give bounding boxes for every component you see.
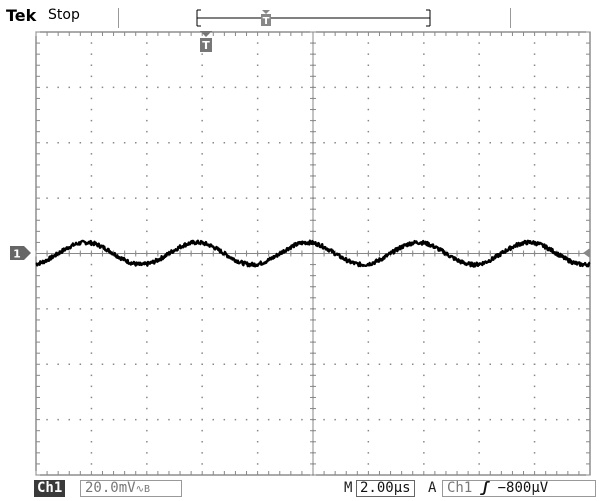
coupling-icon: ∿: [135, 484, 144, 495]
bandwidth-limit-icon: B: [143, 484, 150, 495]
channel-label[interactable]: Ch1: [34, 480, 66, 497]
timebase-label: M: [344, 480, 353, 496]
record-trigger-position-icon: T: [261, 10, 271, 27]
timebase-value[interactable]: 2.00µs: [356, 480, 415, 497]
svg-text:1: 1: [13, 248, 21, 261]
svg-text:T: T: [263, 16, 270, 27]
settings-bar: Ch1 20.0mV∿B M 2.00µs A Ch1 ʃ −800µV: [0, 478, 599, 501]
status-separator: [510, 8, 511, 28]
svg-text:T: T: [202, 39, 210, 52]
oscilloscope-screen: T T 1: [10, 9, 591, 476]
trigger-position-icon: T: [200, 31, 212, 52]
brand-logo: Tek: [6, 6, 37, 25]
status-bar: Tek Stop: [0, 0, 599, 30]
trigger-mode-label: A: [428, 480, 437, 496]
acquisition-status: Stop: [48, 7, 80, 23]
record-view-bracket: [196, 9, 431, 27]
channel-1-waveform: [35, 239, 591, 268]
channel-scale[interactable]: 20.0mV∿B: [80, 480, 182, 497]
trigger-edge-icon: ʃ: [480, 480, 490, 496]
graticule-grid: [35, 31, 590, 476]
trigger-level: −800µV: [497, 480, 549, 496]
trigger-source: Ch1: [447, 480, 473, 496]
status-separator: [118, 8, 119, 28]
trigger-level-icon: [583, 248, 590, 258]
trigger-settings[interactable]: Ch1 ʃ −800µV: [442, 480, 596, 497]
volts-per-div: 20.0mV: [85, 480, 136, 496]
channel-1-marker-icon[interactable]: 1: [10, 246, 31, 261]
